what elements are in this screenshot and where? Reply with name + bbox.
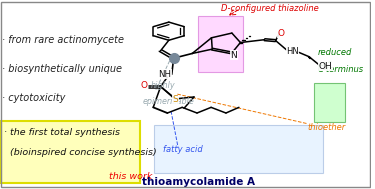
Text: N: N (230, 51, 237, 60)
Text: · biosynthetically unique: · biosynthetically unique (2, 64, 122, 74)
Text: O: O (278, 29, 285, 38)
Text: thioamycolamide A: thioamycolamide A (142, 177, 255, 187)
Text: fatty acid: fatty acid (163, 145, 203, 154)
Bar (314, 83, 345, 122)
Text: (bioinspired concise synthesis): (bioinspired concise synthesis) (4, 148, 157, 157)
Text: OH: OH (319, 62, 333, 71)
Text: · the first total synthesis: · the first total synthesis (4, 128, 120, 137)
Text: · from rare actinomycete: · from rare actinomycete (2, 35, 124, 45)
Text: this work: this work (110, 172, 153, 181)
Bar (154, 125, 323, 173)
Bar (198, 16, 243, 72)
Text: C-terminus: C-terminus (317, 65, 363, 74)
Text: highly: highly (150, 81, 175, 91)
Text: S: S (172, 95, 178, 104)
Text: NH: NH (159, 70, 172, 79)
Text: reduced: reduced (317, 48, 352, 57)
Text: D-configured thiazoline: D-configured thiazoline (221, 4, 318, 13)
Text: HN: HN (286, 46, 299, 56)
Text: · cytotoxicity: · cytotoxicity (2, 93, 65, 103)
Text: epimerizable: epimerizable (143, 97, 195, 106)
Bar (1, 121, 140, 183)
Text: O: O (141, 81, 148, 90)
Text: thioether: thioether (308, 123, 346, 132)
